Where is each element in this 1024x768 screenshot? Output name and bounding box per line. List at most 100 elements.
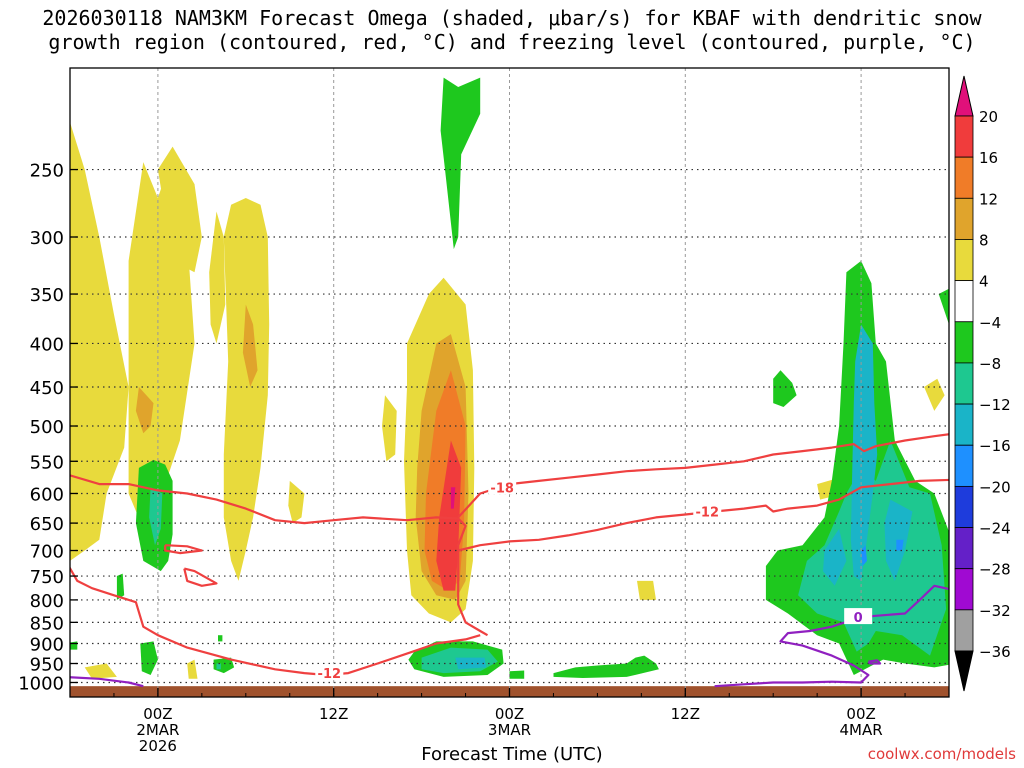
colorbar-tick-label: −28: [979, 561, 1011, 579]
x-tick-label: 00Z: [495, 705, 524, 723]
y-tick-label: 850: [30, 613, 64, 634]
colorbar-swatch: [954, 650, 974, 692]
colorbar-swatch: [954, 156, 974, 199]
y-tick-label: 1000: [18, 673, 64, 694]
colorbar-swatch: [954, 568, 974, 611]
colorbar-swatch: [954, 115, 974, 158]
omega-region: [436, 440, 462, 591]
site-credit: coolwx.com/models: [867, 745, 1016, 763]
dendritic-growth-contour: [183, 567, 218, 587]
omega-region: [823, 528, 847, 586]
omega-region: [140, 641, 158, 675]
y-tick-label: 900: [30, 635, 64, 656]
colorbar-swatch: [954, 609, 974, 652]
y-tick-label: 350: [30, 285, 64, 306]
colorbar-swatch: [954, 444, 974, 487]
x-tick-label: 12Z: [319, 705, 348, 723]
x-tick-label: 3MAR: [488, 721, 531, 739]
x-tick-label: 00Z: [846, 705, 875, 723]
y-tick-label: 950: [30, 655, 64, 676]
x-tick-label: 12Z: [671, 705, 700, 723]
y-tick-label: 800: [30, 591, 64, 612]
dendritic-contour-label: -12: [696, 506, 720, 521]
colorbar-swatch: [954, 362, 974, 405]
omega-region: [135, 387, 154, 434]
colorbar-tick-label: −36: [979, 643, 1011, 661]
omega-region: [440, 77, 481, 250]
colorbar-swatch: [954, 239, 974, 282]
omega-region: [938, 288, 949, 325]
colorbar-swatch: [954, 403, 974, 446]
dendritic-contour-label: -18: [490, 481, 514, 496]
dendritic-growth-contour: [70, 474, 489, 637]
dendritic-contour-label-background: [488, 478, 517, 495]
omega-region: [637, 580, 656, 600]
colorbar-tick-label: 20: [979, 108, 998, 126]
freezing-level-contour: [714, 584, 949, 688]
omega-region: [70, 122, 129, 561]
y-tick-label: 650: [30, 514, 64, 535]
y-tick-label: 500: [30, 417, 64, 438]
omega-region: [216, 663, 221, 670]
colorbar-tick-label: −16: [979, 437, 1011, 455]
dendritic-growth-contour: [164, 544, 203, 555]
omega-region: [798, 440, 947, 656]
x-tick-label: 2026: [139, 737, 177, 755]
omega-region: [455, 657, 487, 670]
y-tick-label: 300: [30, 228, 64, 249]
colorbar-tick-label: −20: [979, 478, 1011, 496]
x-tick-label: 00Z: [143, 705, 172, 723]
omega-region: [382, 395, 397, 462]
y-tick-label: 600: [30, 484, 64, 505]
colorbar-tick-label: −32: [979, 602, 1011, 620]
colorbar-tick-label: 4: [979, 273, 989, 291]
colorbar-tick-label: 8: [979, 231, 989, 249]
omega-region: [450, 487, 456, 509]
colorbar-tick-label: 12: [979, 190, 998, 208]
colorbar-swatch: [954, 75, 974, 117]
omega-region: [149, 487, 163, 546]
omega-region: [242, 304, 258, 387]
omega-region: [509, 670, 525, 679]
x-tick-label: 2MAR: [136, 721, 179, 739]
omega-region: [553, 655, 659, 678]
omega-region: [773, 370, 797, 407]
colorbar-tick-label: 16: [979, 149, 998, 167]
y-tick-label: 750: [30, 567, 64, 588]
omega-region: [84, 663, 117, 679]
y-tick-label: 250: [30, 161, 64, 182]
colorbar-tick-label: −12: [979, 396, 1011, 414]
chart-title-line-1: 2026030118 NAM3KM Forecast Omega (shaded…: [42, 6, 982, 30]
colorbar-tick-label: −4: [979, 314, 1001, 332]
dendritic-growth-contour: [70, 566, 481, 677]
colorbar-swatch: [954, 197, 974, 240]
freezing-level-contour: [70, 676, 144, 688]
colorbar-swatch: [954, 485, 974, 528]
y-tick-label: 550: [30, 452, 64, 473]
chart-title-line-2: growth region (contoured, red, °C) and f…: [48, 30, 976, 54]
dendritic-contour-label-background: [315, 664, 344, 681]
freezing-contour-label: 0: [854, 611, 863, 626]
omega-region: [896, 539, 904, 551]
colorbar-tick-label: −24: [979, 520, 1011, 538]
y-tick-label: 400: [30, 334, 64, 355]
omega-region: [209, 211, 226, 344]
x-tick-label: 4MAR: [840, 721, 883, 739]
colorbar-swatch: [954, 527, 974, 570]
omega-region: [157, 146, 202, 273]
dendritic-contour-label: -12: [318, 667, 342, 682]
freezing-contour-label-background: [844, 608, 873, 625]
omega-region: [218, 635, 223, 642]
freezing-level-contour: [867, 659, 882, 665]
omega-region: [116, 573, 125, 600]
dendritic-growth-contour: [457, 433, 949, 519]
colorbar-swatch: [954, 280, 974, 323]
colorbar-swatch: [954, 321, 974, 364]
omega-region: [850, 324, 878, 581]
dendritic-contour-label-background: [693, 502, 722, 519]
y-tick-label: 700: [30, 542, 64, 563]
dendritic-growth-contour: [457, 478, 949, 552]
y-tick-label: 450: [30, 378, 64, 399]
omega-region: [187, 659, 198, 679]
omega-region: [288, 480, 305, 524]
